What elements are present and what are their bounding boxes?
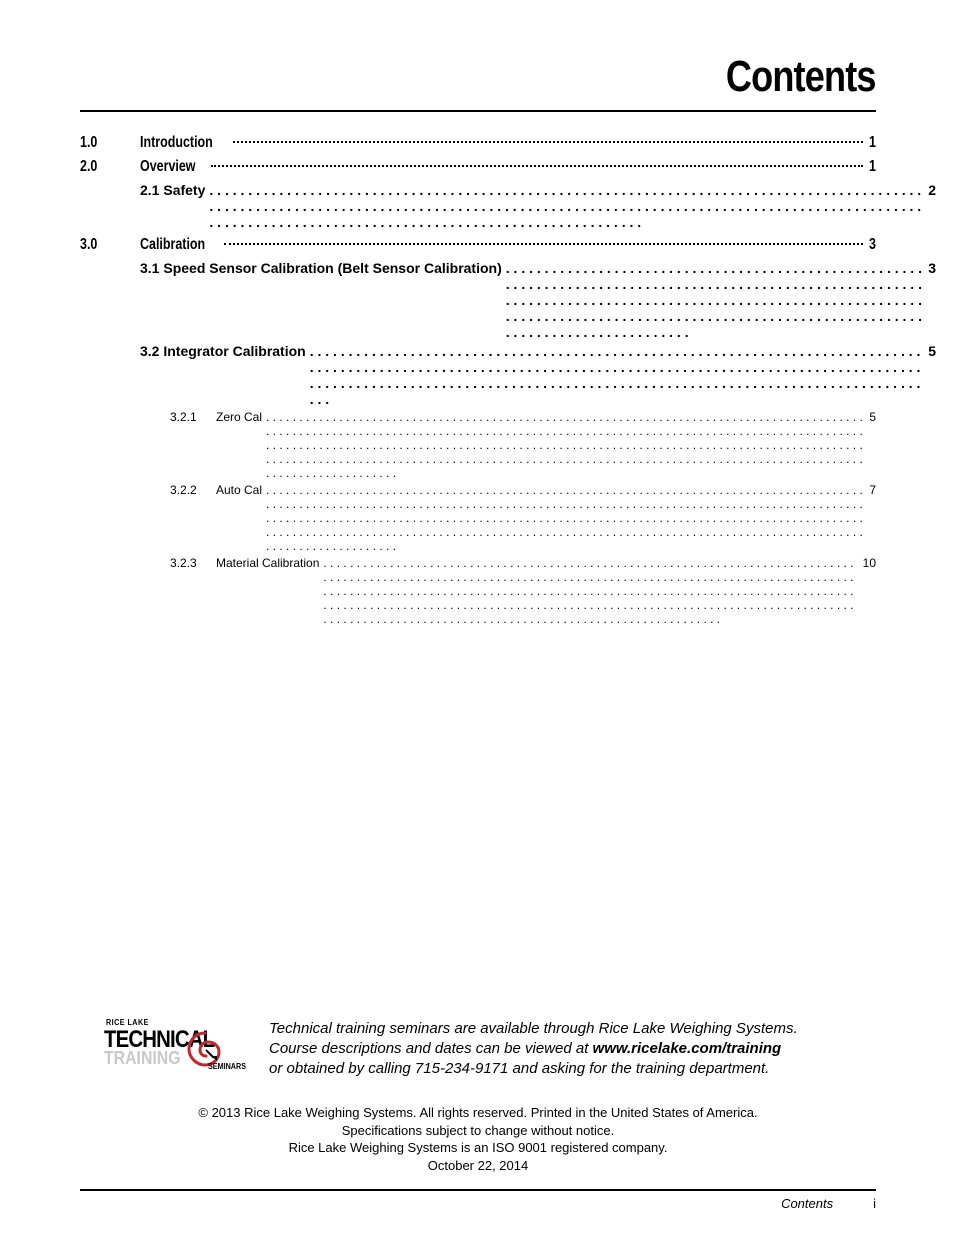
toc-leader-dots <box>266 483 863 553</box>
toc-label[interactable]: Calibration <box>140 236 205 254</box>
page-footer: Contentsi <box>781 1196 876 1211</box>
toc-label[interactable]: Overview <box>140 158 196 176</box>
toc-entry: 2.0 Overview 1 <box>80 158 876 176</box>
toc-entry: 3.0 Calibration 3 <box>80 236 876 254</box>
toc-entry: 3.2.3 Material Calibration 10 <box>80 556 876 626</box>
logo-seminars-text: SEMINARS <box>208 1062 246 1071</box>
toc-leader-dots <box>323 556 856 626</box>
toc-leader-dots <box>211 165 863 167</box>
toc-label[interactable]: Zero Cal <box>216 410 266 424</box>
training-promo-text: Technical training seminars are availabl… <box>255 1019 876 1080</box>
toc-page-number: 5 <box>924 343 936 359</box>
toc-label[interactable]: 3.1 Speed Sensor Calibration (Belt Senso… <box>140 260 506 276</box>
toc-leader-dots <box>506 260 924 340</box>
toc-entry: 3.2.2 Auto Cal 7 <box>80 483 876 553</box>
promo-line3: or obtained by calling 715-234-9171 and … <box>269 1060 769 1077</box>
toc-page-number: 10 <box>857 556 876 570</box>
toc-entry: 3.2 Integrator Calibration 5 <box>80 343 936 407</box>
toc-section-number: 3.2.1 <box>170 410 216 424</box>
toc-page-number: 5 <box>863 410 876 424</box>
title-rule <box>80 110 876 112</box>
toc-section-number: 1.0 <box>80 134 127 152</box>
table-of-contents: 1.0 Introduction 1 2.0 Overview 1 2.1 Sa… <box>80 134 876 629</box>
copyright-line: © 2013 Rice Lake Weighing Systems. All r… <box>80 1104 876 1122</box>
training-seminars-logo: RICE LAKE TECHNICAL TRAINING SEMINARS <box>100 1018 255 1080</box>
page-title: Contents <box>726 52 876 102</box>
toc-entry: 1.0 Introduction 1 <box>80 134 876 152</box>
toc-leader-dots <box>224 243 864 245</box>
toc-label[interactable]: 2.1 Safety <box>140 182 209 198</box>
logo-training-text: TRAINING <box>104 1048 181 1069</box>
toc-section-number: 3.2.3 <box>170 556 216 570</box>
toc-page-number: 2 <box>924 182 936 198</box>
training-promo-block: RICE LAKE TECHNICAL TRAINING SEMINARS Te… <box>100 1018 876 1080</box>
promo-line2a: Course descriptions and dates can be vie… <box>269 1040 593 1057</box>
toc-label[interactable]: Auto Cal <box>216 483 266 497</box>
toc-entry-body: Overview 1 <box>140 158 876 176</box>
page: Contents 1.0 Introduction 1 2.0 Overview… <box>0 0 954 1235</box>
footer-page-number: i <box>873 1196 876 1211</box>
copyright-line: Rice Lake Weighing Systems is an ISO 900… <box>80 1139 876 1157</box>
toc-page-number: 7 <box>863 483 876 497</box>
toc-section-number: 3.0 <box>80 236 127 254</box>
toc-entry: 3.1 Speed Sensor Calibration (Belt Senso… <box>80 260 936 340</box>
toc-label[interactable]: 3.2 Integrator Calibration <box>140 343 310 359</box>
toc-section-number: 2.0 <box>80 158 127 176</box>
toc-leader-dots <box>310 343 924 407</box>
toc-page-number: 3 <box>924 260 936 276</box>
toc-leader-dots <box>233 141 863 143</box>
toc-entry: 3.2.1 Zero Cal 5 <box>80 410 876 480</box>
promo-training-url[interactable]: www.ricelake.com/training <box>593 1040 782 1057</box>
copyright-line: Specifications subject to change without… <box>80 1122 876 1140</box>
toc-label[interactable]: Material Calibration <box>216 556 323 570</box>
toc-entry-body: Introduction 1 <box>140 134 876 152</box>
promo-line1: Technical training seminars are availabl… <box>269 1020 798 1037</box>
toc-page-number: 1 <box>866 158 876 176</box>
footer-section-label: Contents <box>781 1196 873 1211</box>
toc-entry-body: Calibration 3 <box>140 236 876 254</box>
toc-section-number: 3.2.2 <box>170 483 216 497</box>
toc-entry: 2.1 Safety 2 <box>80 182 936 230</box>
footer-rule <box>80 1189 876 1191</box>
toc-label[interactable]: Introduction <box>140 134 213 152</box>
toc-page-number: 3 <box>866 236 876 254</box>
toc-page-number: 1 <box>866 134 876 152</box>
toc-leader-dots <box>266 410 863 480</box>
toc-leader-dots <box>209 182 924 230</box>
copyright-date: October 22, 2014 <box>80 1157 876 1175</box>
copyright-block: © 2013 Rice Lake Weighing Systems. All r… <box>80 1104 876 1174</box>
